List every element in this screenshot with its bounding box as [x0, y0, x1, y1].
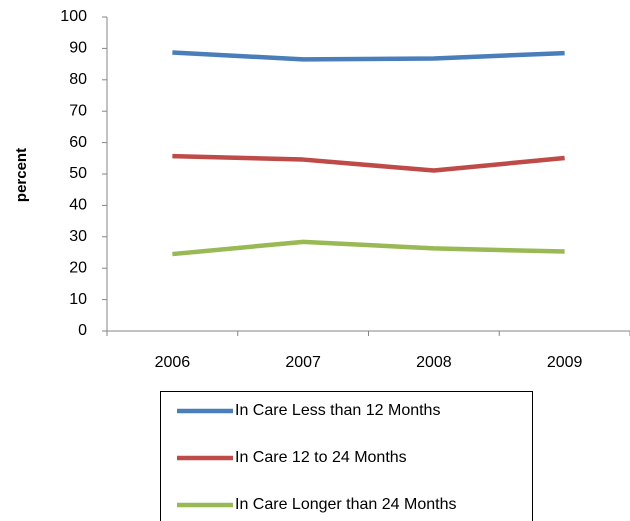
legend-label: In Care 12 to 24 Months: [235, 449, 407, 466]
y-tick-label: 0: [78, 322, 87, 339]
y-tick-label: 50: [69, 165, 87, 182]
x-tick-label: 2009: [547, 354, 583, 371]
y-tick-label: 20: [69, 259, 87, 276]
x-tick-label: 2007: [285, 354, 321, 371]
legend-label: In Care Longer than 24 Months: [235, 496, 456, 513]
y-tick-label: 90: [69, 40, 87, 57]
x-tick-label: 2008: [416, 354, 452, 371]
y-tick-label: 10: [69, 291, 87, 308]
x-tick-label: 2006: [155, 354, 191, 371]
y-tick-label: 30: [69, 228, 87, 245]
legend-box: [160, 391, 533, 521]
y-tick-label: 60: [69, 134, 87, 151]
series-line: [172, 50, 565, 62]
series-line: [172, 153, 565, 173]
series-line: [172, 239, 565, 257]
y-tick-label: 70: [69, 102, 87, 119]
y-tick-label: 80: [69, 71, 87, 88]
legend-label: In Care Less than 12 Months: [235, 402, 440, 419]
y-tick-label: 40: [69, 197, 87, 214]
y-axis-label: percent: [13, 148, 30, 202]
y-tick-label: 100: [60, 8, 87, 25]
